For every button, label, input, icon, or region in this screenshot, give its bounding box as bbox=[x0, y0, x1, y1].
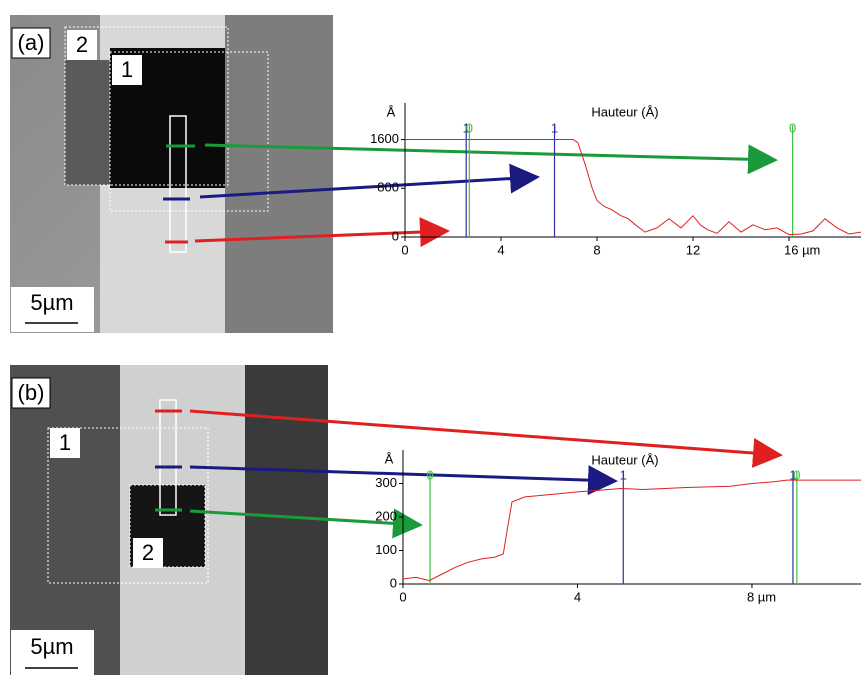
cursor-label: 1 bbox=[551, 120, 558, 135]
x-tick-label: 4 bbox=[497, 242, 504, 257]
panel-label: (b) bbox=[18, 380, 45, 405]
region-label: 2 bbox=[76, 32, 88, 57]
y-axis-label: Å bbox=[385, 451, 394, 466]
panel-label: (a) bbox=[18, 30, 45, 55]
chart-title: Hauteur (Å) bbox=[591, 452, 658, 467]
x-tick-label: 0 bbox=[401, 242, 408, 257]
x-tick-label: 16 µm bbox=[784, 242, 820, 257]
region-label: 1 bbox=[121, 57, 133, 82]
y-tick-label: 200 bbox=[375, 508, 397, 523]
region-label: 1 bbox=[59, 430, 71, 455]
x-tick-label: 12 bbox=[686, 242, 700, 257]
region-label-box bbox=[50, 428, 80, 458]
y-tick-label: 300 bbox=[375, 475, 397, 490]
y-axis-label: Å bbox=[387, 104, 396, 119]
y-tick-label: 1600 bbox=[370, 131, 399, 146]
region-label-box bbox=[133, 538, 163, 568]
region-label-box bbox=[112, 55, 142, 85]
y-tick-label: 100 bbox=[375, 542, 397, 557]
cursor-label: 1 bbox=[620, 467, 627, 482]
cursor-label: 0 bbox=[426, 467, 433, 482]
region-label: 2 bbox=[142, 540, 154, 565]
chart-title: Hauteur (Å) bbox=[591, 104, 658, 119]
cursor-label: 1 bbox=[463, 120, 470, 135]
scale-bar-label: 5µm bbox=[30, 290, 73, 315]
panel-label-box bbox=[11, 27, 51, 59]
cursor-label: 0 bbox=[466, 120, 473, 135]
x-tick-label: 8 µm bbox=[747, 589, 776, 604]
panel-label-box bbox=[11, 377, 51, 409]
height-profile bbox=[402, 479, 861, 582]
y-tick-label: 800 bbox=[377, 180, 399, 195]
cursor-label: 1 bbox=[789, 467, 796, 482]
cursor-label: 0 bbox=[789, 120, 796, 135]
afm-image-b bbox=[10, 365, 328, 675]
x-tick-label: 0 bbox=[399, 589, 406, 604]
scale-bar-label: 5µm bbox=[30, 634, 73, 659]
y-tick-label: 0 bbox=[390, 575, 397, 590]
x-tick-label: 4 bbox=[574, 589, 581, 604]
cursor-label: 0 bbox=[793, 467, 800, 482]
y-tick-label: 0 bbox=[392, 228, 399, 243]
afm-image-a bbox=[10, 15, 333, 333]
x-tick-label: 8 bbox=[593, 242, 600, 257]
height-profile bbox=[405, 139, 861, 236]
region-label-box bbox=[67, 30, 97, 60]
